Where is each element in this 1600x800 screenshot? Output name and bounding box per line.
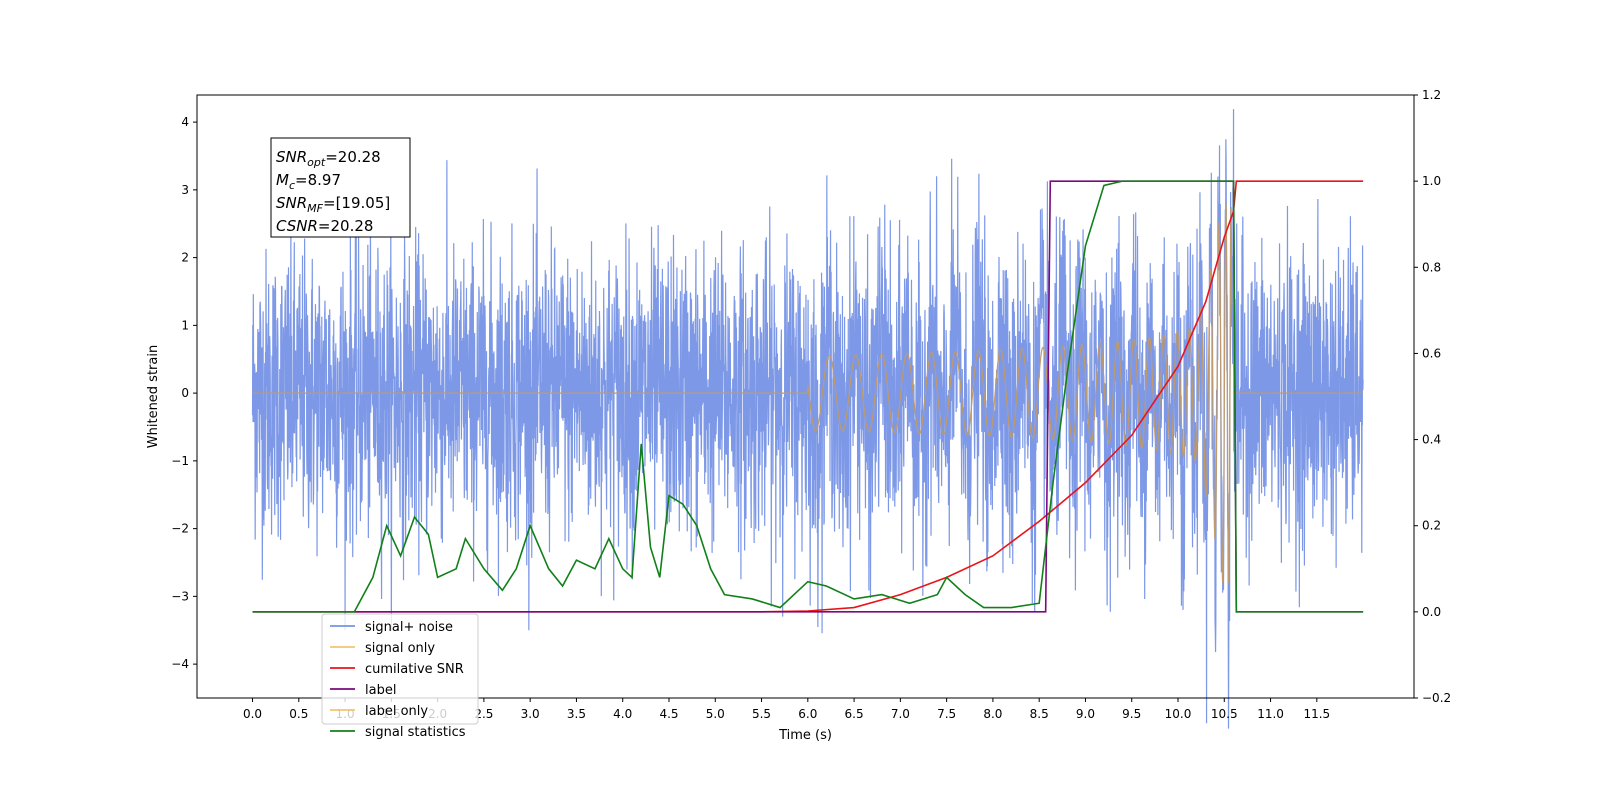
x-tick-label: 5.5 bbox=[752, 707, 771, 721]
plot-frame bbox=[196, 94, 1415, 699]
y-right-tick-label: 0.0 bbox=[1422, 605, 1441, 619]
y-axis-left-label: Whitened strain bbox=[146, 345, 161, 448]
x-tick-label: 4.0 bbox=[613, 707, 632, 721]
y-left-tick-label: 0 bbox=[181, 386, 189, 400]
x-tick-label: 3.0 bbox=[521, 707, 540, 721]
y-right-tick-label: 0.6 bbox=[1422, 346, 1441, 360]
y-right-tick-label: 1.2 bbox=[1422, 88, 1441, 102]
annotation-frame bbox=[270, 137, 411, 238]
y-right-tick-label: 0.4 bbox=[1422, 433, 1441, 447]
x-tick-label: 9.5 bbox=[1122, 707, 1141, 721]
y-left-tick-label: 3 bbox=[181, 183, 189, 197]
x-tick-label: 11.5 bbox=[1303, 707, 1330, 721]
legend: signal+ noise signal only cumilative SNR la… bbox=[321, 613, 479, 740]
x-tick-label: 6.5 bbox=[845, 707, 864, 721]
y-left-tick-label: 4 bbox=[181, 115, 189, 129]
x-axis-label: Time (s) bbox=[778, 728, 832, 743]
y-left-tick-label: −2 bbox=[171, 522, 189, 536]
x-tick-label: 2.5 bbox=[474, 707, 493, 721]
legend-entry: label bbox=[365, 683, 396, 698]
series-line-5 bbox=[252, 180, 1364, 613]
y-right-tick-label: 1.0 bbox=[1422, 174, 1441, 188]
annotation-line: SNRopt=20.28 bbox=[276, 148, 381, 169]
legend-entry: cumilative SNR bbox=[365, 662, 464, 677]
y-right-tick-label: 0.2 bbox=[1422, 519, 1441, 533]
y-axis-left-ticks: 4 3 2 1 0 −1 −2 −3 −4 bbox=[171, 115, 197, 671]
annotation-line: SNRMF=[19.05] bbox=[276, 194, 390, 215]
legend-entry: signal+ noise bbox=[365, 620, 453, 635]
right-axis-series bbox=[252, 180, 1364, 613]
x-tick-label: 8.5 bbox=[1030, 707, 1049, 721]
y-left-tick-label: −4 bbox=[171, 657, 189, 671]
y-axis-right-ticks: 1.2 1.0 0.8 0.6 0.4 0.2 0.0 −0.2 bbox=[1414, 88, 1451, 705]
x-tick-label: 10.5 bbox=[1211, 707, 1238, 721]
x-tick-label: 7.5 bbox=[937, 707, 956, 721]
x-tick-label: 4.5 bbox=[659, 707, 678, 721]
x-tick-label: 0.5 bbox=[289, 707, 308, 721]
y-right-tick-label: 0.8 bbox=[1422, 260, 1441, 274]
x-tick-label: 9.0 bbox=[1076, 707, 1095, 721]
legend-entry: signal statistics bbox=[365, 725, 466, 740]
legend-entry: label only bbox=[365, 704, 428, 719]
annotation-line: Mc=8.97 bbox=[276, 171, 341, 192]
series-signal-only bbox=[252, 204, 1364, 583]
signal-only-line bbox=[252, 204, 1364, 583]
x-tick-label: 8.0 bbox=[983, 707, 1002, 721]
x-tick-label: 5.0 bbox=[706, 707, 725, 721]
x-tick-label: 3.5 bbox=[567, 707, 586, 721]
y-left-tick-label: 1 bbox=[181, 318, 189, 332]
annotation-line: CSNR=20.28 bbox=[276, 217, 373, 235]
x-tick-label: 6.0 bbox=[798, 707, 817, 721]
x-tick-label: 7.0 bbox=[891, 707, 910, 721]
y-left-tick-label: −1 bbox=[171, 454, 189, 468]
y-right-tick-label: −0.2 bbox=[1422, 691, 1451, 705]
x-tick-label: 0.0 bbox=[243, 707, 262, 721]
x-tick-label: 11.0 bbox=[1257, 707, 1284, 721]
x-tick-label: 10.0 bbox=[1165, 707, 1192, 721]
y-left-tick-label: −3 bbox=[171, 589, 189, 603]
series-line-2 bbox=[252, 180, 1364, 613]
legend-frame bbox=[321, 613, 479, 725]
y-left-tick-label: 2 bbox=[181, 251, 189, 265]
legend-entry: signal only bbox=[365, 641, 435, 656]
